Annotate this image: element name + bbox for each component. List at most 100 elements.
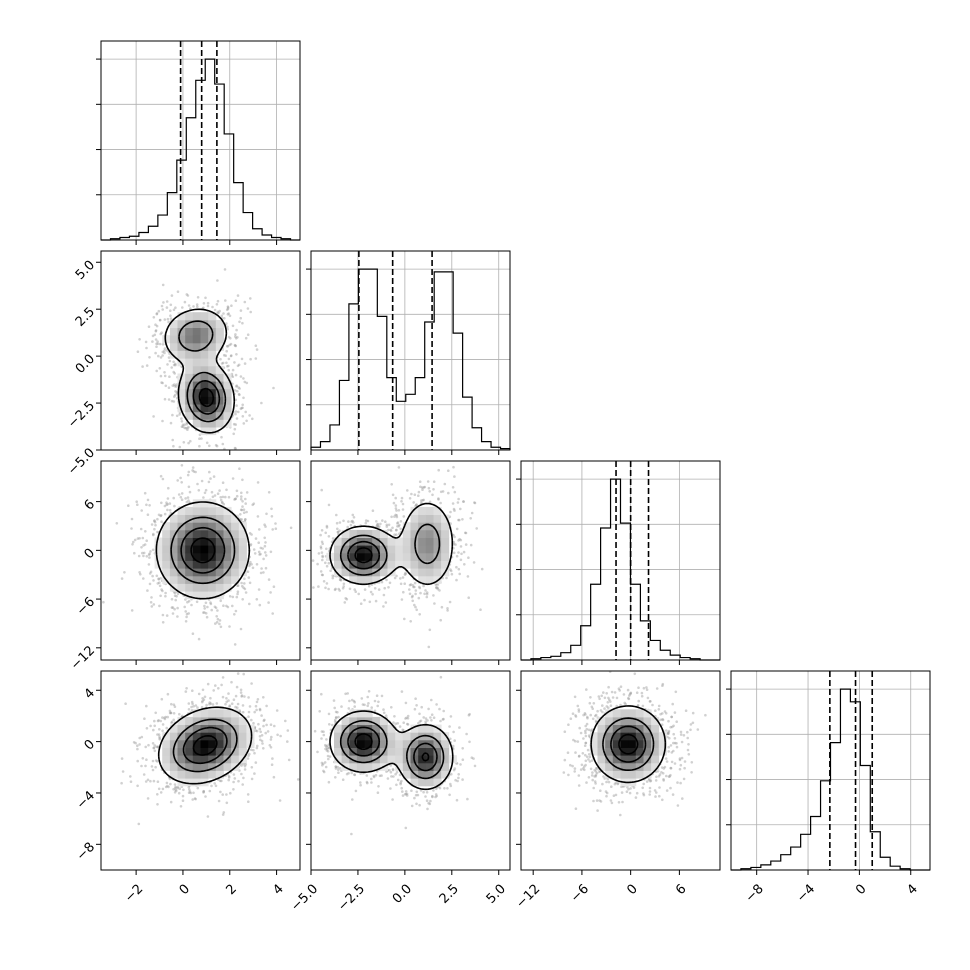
panel-frame — [310, 670, 511, 871]
scatter-point — [219, 498, 223, 502]
scatter-point — [172, 370, 175, 374]
density-cell — [589, 747, 598, 756]
scatter-point — [252, 548, 256, 551]
density-cell — [208, 755, 217, 764]
scatter-point — [682, 734, 686, 737]
density-cell — [192, 319, 201, 328]
scatter-point — [219, 357, 222, 361]
scatter-point — [167, 386, 171, 390]
scatter-point — [425, 799, 429, 802]
scatter-point — [173, 594, 177, 597]
scatter-point — [334, 587, 337, 591]
scatter-point — [192, 470, 196, 473]
scatter-point — [452, 507, 456, 511]
scatter-point — [187, 304, 191, 307]
scatter-point — [239, 688, 243, 692]
density-cell — [418, 529, 427, 538]
scatter-point — [165, 726, 168, 730]
scatter-point — [176, 785, 180, 789]
scatter-point — [479, 608, 482, 611]
scatter-point — [234, 694, 238, 698]
scatter-point — [226, 605, 230, 609]
density-cell — [208, 335, 217, 344]
scatter-point — [261, 547, 265, 550]
scatter-point — [392, 501, 396, 505]
scatter-point — [157, 513, 161, 517]
scatter-point — [452, 551, 456, 555]
scatter-point — [249, 310, 252, 314]
scatter-point — [190, 705, 193, 709]
scatter-point — [574, 751, 577, 754]
scatter-point — [187, 441, 190, 445]
density-cell — [387, 747, 396, 756]
scatter-point — [168, 711, 172, 715]
scatter-point — [645, 686, 648, 689]
scatter-point — [272, 386, 275, 390]
density-cell — [597, 747, 606, 756]
scatter-point — [372, 774, 376, 778]
scatter-point — [411, 599, 415, 603]
y-tick-label-param-2: −12 — [68, 643, 98, 673]
scatter-point — [628, 791, 632, 795]
scatter-point — [251, 503, 254, 507]
scatter-point — [215, 456, 218, 459]
density-cell — [162, 545, 171, 554]
scatter-point — [601, 704, 604, 707]
density-cell — [334, 552, 343, 561]
contour-level-2 — [347, 726, 438, 772]
scatter-point — [151, 574, 154, 578]
density-cell — [628, 716, 637, 725]
density-cell — [200, 545, 209, 554]
scatter-point — [673, 711, 677, 714]
scatter-point — [438, 707, 441, 711]
scatter-point — [221, 361, 225, 365]
scatter-point — [381, 519, 384, 522]
scatter-point — [233, 498, 236, 501]
scatter-point — [222, 604, 225, 607]
contour-level-3 — [618, 733, 639, 755]
density-cell — [635, 724, 644, 733]
scatter-point — [329, 569, 332, 573]
scatter-point — [170, 720, 174, 724]
scatter-point — [179, 805, 183, 808]
scatter-point — [289, 526, 293, 530]
scatter-point — [213, 308, 217, 312]
density-cell — [356, 545, 365, 554]
density-cell — [169, 537, 178, 546]
scatter-point — [158, 584, 162, 588]
density-cell — [605, 732, 614, 741]
density-cell — [231, 568, 240, 577]
scatter-point — [240, 694, 244, 697]
scatter-point — [416, 793, 420, 797]
scatter-point — [239, 407, 243, 411]
scatter-point — [338, 529, 341, 532]
density-cell — [410, 545, 419, 554]
scatter-point — [414, 697, 417, 700]
scatter-point — [266, 730, 270, 733]
scatter-point — [191, 469, 194, 472]
scatter-point — [255, 708, 258, 712]
scatter-point — [139, 527, 143, 531]
scatter-point — [209, 602, 213, 606]
scatter-point — [449, 784, 453, 788]
scatter-point — [686, 748, 690, 752]
scatter-point — [159, 719, 162, 723]
scatter-point — [398, 773, 402, 777]
scatter-point — [223, 317, 226, 320]
scatter-point — [408, 583, 412, 587]
density-cell — [425, 552, 434, 561]
density-cell — [208, 762, 217, 771]
scatter-point — [211, 495, 215, 499]
scatter-point — [237, 363, 241, 367]
scatter-point — [234, 337, 238, 340]
density-cell — [215, 762, 224, 771]
density-cell — [231, 755, 240, 764]
scatter-point — [587, 753, 591, 756]
scatter-point — [648, 793, 651, 796]
scatter-point — [660, 723, 664, 726]
scatter-point — [374, 773, 378, 777]
density-cell — [379, 724, 388, 733]
scatter-point — [321, 558, 324, 562]
density-cell — [177, 537, 186, 546]
scatter-point — [673, 762, 677, 765]
